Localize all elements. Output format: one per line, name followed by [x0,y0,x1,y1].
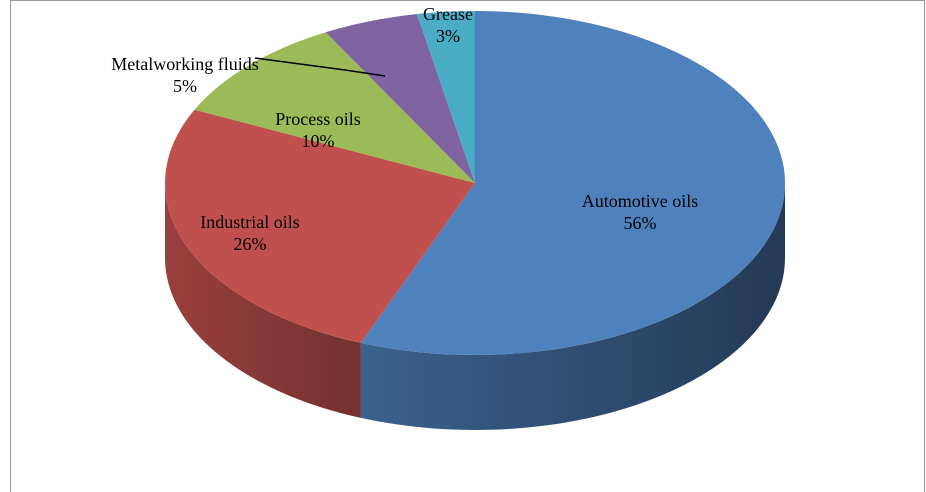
slice-category: Industrial oils [200,212,300,232]
slice-value: 3% [436,26,460,46]
pie-slice [360,11,785,356]
slice-category: Grease [423,4,473,24]
pie-slice [194,32,476,183]
slice-value: 26% [233,234,267,254]
slice-value: 56% [623,213,657,233]
slice-label: Process oils 10% [275,108,361,152]
slice-value: 10% [301,131,335,151]
slice-label: Grease 3% [423,3,473,47]
chart-frame [10,0,925,492]
slice-label: Metalworking fluids 5% [111,53,258,97]
pie-slice [416,11,475,183]
slice-category: Metalworking fluids [111,54,259,74]
pie-slice [325,14,475,183]
pie-slice [165,109,475,343]
pie-side [165,183,361,418]
pie-side [360,183,785,431]
slice-label: Automotive oils 56% [582,190,699,234]
slice-category: Process oils [275,109,361,129]
leader-line [254,57,386,77]
slice-label: Industrial oils 26% [200,211,300,255]
slice-category: Automotive oils [581,191,699,211]
slice-value: 5% [172,76,197,96]
